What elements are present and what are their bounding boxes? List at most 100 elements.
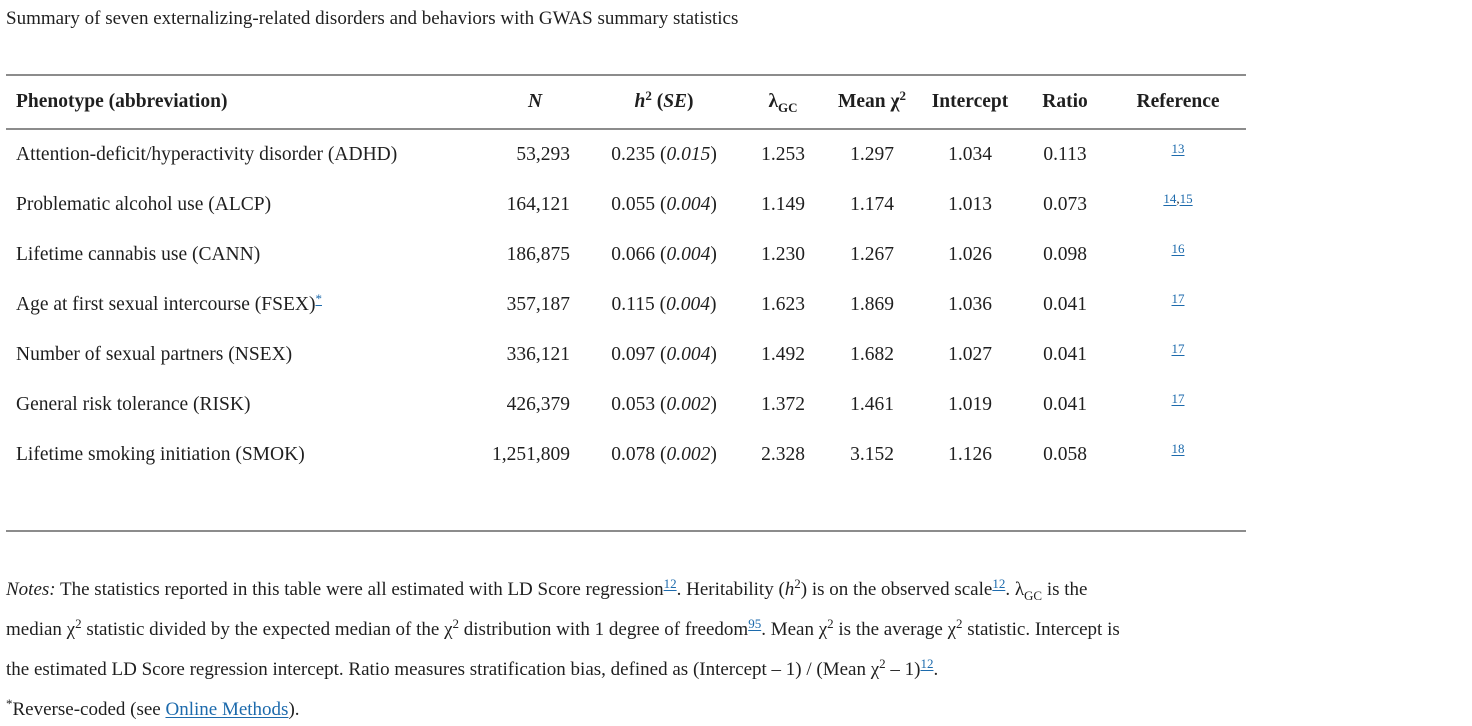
text-segment: 1.036 [948,294,992,315]
text-segment: 1.253 [761,144,805,165]
text-segment: Lifetime cannabis use (CANN) [16,244,261,265]
text-segment: 1.297 [850,144,894,165]
text-segment: 2 [452,616,460,631]
ratio-cell: 0.041 [1020,380,1110,430]
note-ref-link-12[interactable]: 12 [663,576,677,591]
text-segment: ) [710,244,717,265]
fsex-asterisk-link[interactable]: * [315,291,322,306]
text-segment: 53,293 [516,144,570,165]
text-segment: 1.869 [850,294,894,315]
lambda-gc-cell: 1.149 [742,180,824,230]
text-segment: 0.004 [666,194,711,215]
reference-link-17[interactable]: 17 [1171,391,1185,406]
text-segment: 1.492 [761,344,805,365]
text-segment: the estimated LD Score regression interc… [6,659,880,680]
text-segment: . [933,659,939,680]
ratio-cell: 0.113 [1020,129,1110,180]
n-cell: 336,121 [484,330,586,380]
reference-link-18[interactable]: 18 [1171,441,1185,456]
text-segment: λ [768,91,779,112]
text-segment: h [784,579,795,600]
ratio-cell: 0.098 [1020,230,1110,280]
note-ref-link-12[interactable]: 12 [920,656,934,671]
text-segment: . Mean χ [761,619,828,640]
text-segment: 1.174 [850,194,894,215]
intercept-cell: 1.036 [920,280,1020,330]
footnote-paragraph: *Reverse-coded (see Online Methods). [6,690,1462,726]
text-segment: 0.041 [1043,344,1087,365]
n-cell: 426,379 [484,380,586,430]
phenotype-cell: Attention-deficit/hyperactivity disorder… [6,129,484,180]
text-segment: 1.267 [850,244,894,265]
text-segment: 1.126 [948,444,992,465]
reference-link-16[interactable]: 16 [1171,241,1185,256]
table-title: Summary of seven externalizing-related d… [6,8,739,29]
intercept-cell: 1.013 [920,180,1020,230]
text-segment: 0.041 [1043,394,1087,415]
text-segment: 0.073 [1043,194,1087,215]
text-segment: 0.004 [666,294,710,315]
ratio-cell: 0.073 [1020,180,1110,230]
text-segment: . λ [1005,579,1025,600]
table-row: Lifetime smoking initiation (SMOK) 1,251,… [6,430,1246,480]
text-segment: 1,251,809 [492,444,570,465]
text-segment: 2 [794,576,801,591]
intercept-cell: 1.019 [920,380,1020,430]
n-cell: 164,121 [484,180,586,230]
note-ref-link-95[interactable]: 95 [748,616,762,631]
intercept-cell: 1.026 [920,230,1020,280]
reference-link-15[interactable]: 15 [1179,191,1193,206]
n-cell: 186,875 [484,230,586,280]
mean-chi2-cell: 1.682 [824,330,920,380]
reference-cell: 13 [1110,129,1246,180]
intercept-cell: 1.034 [920,129,1020,180]
text-segment: * [6,696,13,711]
h2-se-cell: 0.235 (0.015) [586,129,742,180]
col-phenotype: Phenotype (abbreviation) [6,75,484,129]
online-methods-link[interactable]: Online Methods [165,699,289,720]
n-cell: 53,293 [484,129,586,180]
text-segment: 0.055 ( [611,194,667,215]
reference-link-17[interactable]: 17 [1171,291,1185,306]
reference-link-14[interactable]: 14 [1163,191,1177,206]
h2-se-cell: 0.078 (0.002) [586,430,742,480]
phenotype-cell: Number of sexual partners (NSEX) [6,330,484,380]
table-row: Lifetime cannabis use (CANN) 186,875 0.066… [6,230,1246,280]
text-segment: 0.113 [1043,144,1087,165]
ratio-cell: 0.041 [1020,280,1110,330]
lambda-gc-cell: 2.328 [742,430,824,480]
reference-link-17[interactable]: 17 [1171,341,1185,356]
text-segment: 0.097 ( [611,344,667,365]
mean-chi2-cell: 1.869 [824,280,920,330]
text-segment: . Heritability ( [676,579,785,600]
text-segment: 336,121 [506,344,570,365]
phenotype-cell: Lifetime cannabis use (CANN) [6,230,484,280]
text-segment: Age at first sexual intercourse (FSEX) [16,294,316,315]
note-ref-link-12[interactable]: 12 [992,576,1006,591]
text-segment: 2 [899,88,907,103]
text-segment: , [1176,191,1180,206]
text-segment: Intercept [931,91,1009,112]
text-segment: 2.328 [761,444,805,465]
text-segment: 1.149 [761,194,805,215]
text-segment: 0.115 ( [611,294,667,315]
text-segment: h [634,91,646,112]
text-segment: Reverse-coded (see [12,699,166,720]
table-row: Number of sexual partners (NSEX) 336,121 0… [6,330,1246,380]
col-lambda-gc: λGC [742,75,824,129]
col-ratio: Ratio [1020,75,1110,129]
reference-cell: 17 [1110,330,1246,380]
col-intercept: Intercept [920,75,1020,129]
lambda-gc-cell: 1.253 [742,129,824,180]
text-segment: 426,379 [506,394,570,415]
reference-link-13[interactable]: 13 [1171,141,1185,156]
text-segment: 1.623 [761,294,805,315]
col-h2-se: h2 (SE) [586,75,742,129]
text-segment: 0.041 [1043,294,1087,315]
phenotype-cell: General risk tolerance (RISK) [6,380,484,430]
text-segment: 1.027 [948,344,992,365]
text-segment: is the [1042,579,1088,600]
text-segment: 186,875 [506,244,570,265]
